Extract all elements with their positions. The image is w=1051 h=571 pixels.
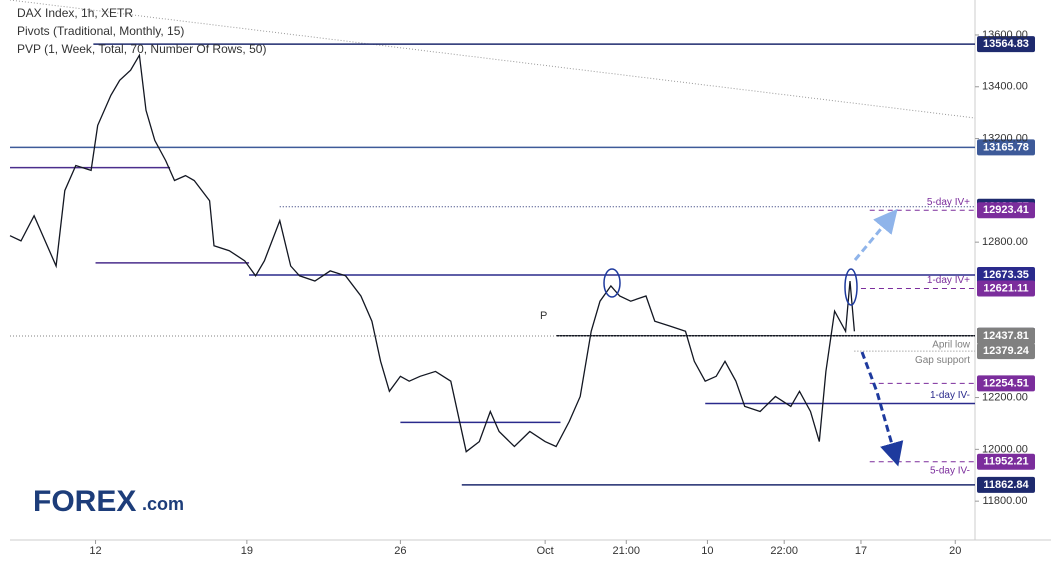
header-line: Pivots (Traditional, Monthly, 15) bbox=[17, 24, 184, 38]
y-tick-label: 11800.00 bbox=[982, 495, 1027, 507]
x-tick-label: 21:00 bbox=[613, 545, 641, 557]
price-label: 13564.83 bbox=[983, 38, 1029, 50]
price-label-box bbox=[977, 375, 1035, 392]
arrow-up bbox=[853, 208, 898, 261]
y-tick-label: 12000.00 bbox=[982, 443, 1028, 455]
price-label-box bbox=[977, 202, 1035, 219]
price-label-box bbox=[977, 453, 1035, 470]
price-label-box bbox=[977, 139, 1035, 156]
price-label: 12437.81 bbox=[983, 330, 1029, 342]
highlight-ellipse bbox=[603, 268, 621, 298]
trend-line bbox=[9, 0, 976, 119]
price-label: 12923.41 bbox=[983, 204, 1029, 216]
highlight-ellipse bbox=[844, 268, 858, 306]
y-tick-label: 13200.00 bbox=[982, 132, 1028, 144]
price-label: 12379.24 bbox=[983, 345, 1030, 357]
level-note: 5-day IV- bbox=[930, 465, 970, 476]
level-note: April low bbox=[932, 340, 971, 351]
y-tick-label: 13600.00 bbox=[982, 29, 1028, 41]
x-tick-label: 22:00 bbox=[770, 545, 798, 557]
level-note: 1-day IV- bbox=[930, 390, 970, 401]
price-label-box bbox=[977, 327, 1035, 344]
x-tick-label: 19 bbox=[241, 545, 253, 557]
price-label: 13165.78 bbox=[983, 141, 1029, 153]
level-note: Gap support bbox=[915, 355, 970, 366]
price-label-box bbox=[977, 36, 1035, 53]
price-label: 12254.51 bbox=[983, 377, 1029, 389]
price-label: 11862.84 bbox=[983, 479, 1029, 491]
x-tick-label: 20 bbox=[949, 545, 961, 557]
logo: FOREX bbox=[33, 485, 136, 518]
level-note: 1-day IV+ bbox=[927, 275, 970, 286]
header-line: DAX Index, 1h, XETR bbox=[17, 6, 133, 20]
plot bbox=[9, 53, 856, 453]
price-label-box bbox=[977, 266, 1035, 283]
price-label: 12621.11 bbox=[983, 282, 1028, 294]
price-label-box bbox=[977, 343, 1035, 360]
price-label-box bbox=[977, 476, 1035, 493]
logo-suffix: .com bbox=[142, 494, 184, 514]
price-line bbox=[9, 53, 856, 453]
x-tick-label: 12 bbox=[89, 545, 101, 557]
pivot-marker: P bbox=[540, 310, 547, 322]
y-tick-label: 12800.00 bbox=[982, 236, 1028, 248]
arrow-down bbox=[860, 351, 904, 467]
y-tick-label: 13400.00 bbox=[982, 81, 1028, 93]
x-tick-label: 26 bbox=[394, 545, 406, 557]
header: DAX Index, 1h, XETR Pivots (Traditional, … bbox=[17, 6, 266, 56]
y-tick-label: 12200.00 bbox=[982, 391, 1028, 403]
price-label-box bbox=[977, 280, 1035, 297]
x-tick-label: 17 bbox=[855, 545, 867, 557]
price-label: 11952.21 bbox=[983, 456, 1028, 468]
x-tick-label: Oct bbox=[537, 545, 554, 557]
level-note: 5-day IV+ bbox=[927, 197, 970, 208]
header-line: PVP (1, Week, Total, 70, Number Of Rows,… bbox=[17, 42, 266, 56]
price-label: 12673.35 bbox=[983, 269, 1029, 281]
x-tick-label: 10 bbox=[701, 545, 713, 557]
